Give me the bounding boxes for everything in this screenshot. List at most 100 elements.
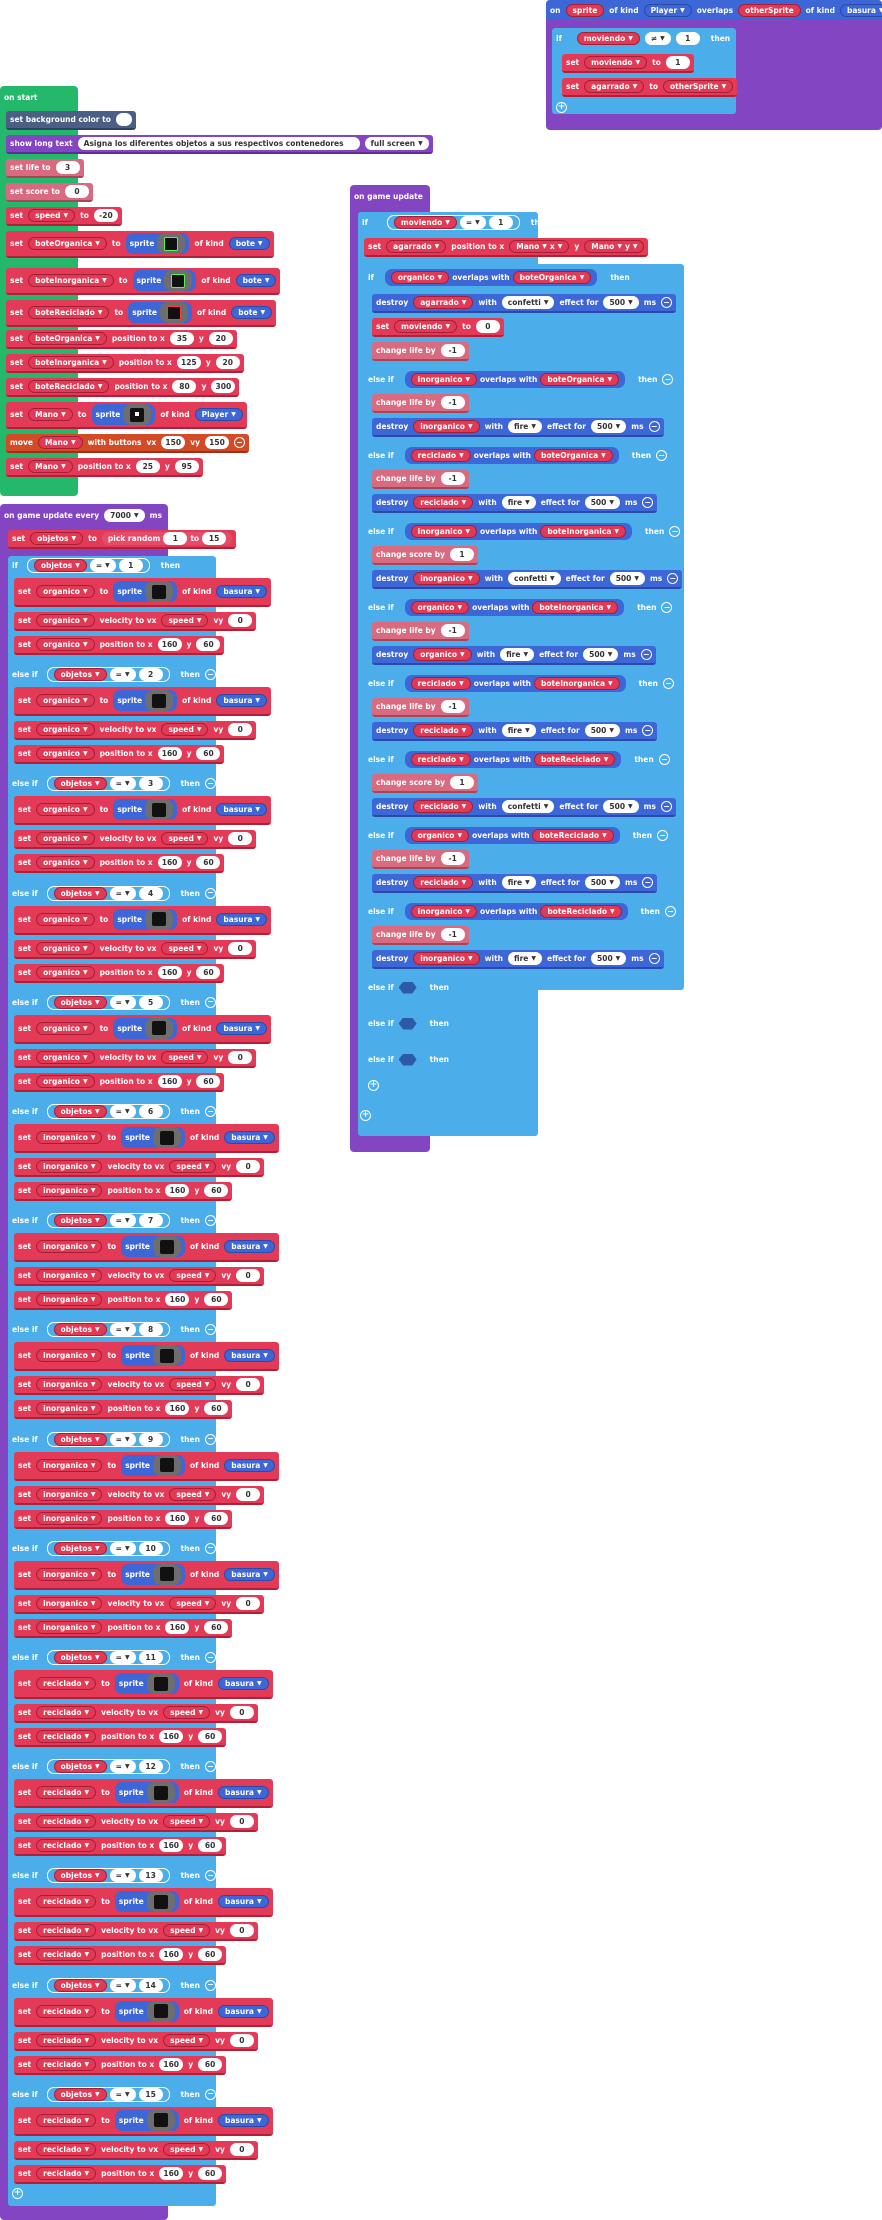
change-life-block[interactable]: change life by -1: [372, 698, 469, 717]
collapse-icon[interactable]: −: [661, 297, 673, 308]
remove-branch-icon[interactable]: −: [656, 450, 668, 461]
sprite-var[interactable]: inorganico ▼: [36, 1184, 103, 1197]
sprite-var[interactable]: inorganico ▼: [36, 1402, 103, 1416]
set-velocity-block[interactable]: set organico ▼ velocity to vx speed ▼ vy 0: [14, 939, 257, 959]
sprite-var[interactable]: inorganico ▼: [36, 1160, 103, 1173]
operator-dropdown[interactable]: = ▼: [109, 1323, 136, 1337]
remove-branch-icon[interactable]: −: [664, 906, 676, 917]
set-velocity-block[interactable]: set organico ▼ velocity to vx speed ▼ vy 0: [14, 830, 257, 850]
condition-slot[interactable]: [398, 1017, 417, 1030]
set-background-block[interactable]: set background color to: [6, 111, 136, 130]
sprite-var[interactable]: organico ▼: [36, 723, 95, 737]
number-input[interactable]: 0: [236, 1269, 261, 1283]
color-swatch[interactable]: [115, 113, 132, 126]
number-input[interactable]: 60: [204, 1511, 229, 1525]
overlap-branch-header[interactable]: else if organico ▼ overlaps with boteRecicla…: [364, 826, 672, 845]
operator-dropdown[interactable]: = ▼: [109, 1978, 136, 1992]
sprite-var[interactable]: organico ▼: [36, 585, 95, 598]
boteInorganica-var[interactable]: boteInorganica ▼: [534, 677, 620, 690]
kind-dropdown[interactable]: basura ▼: [218, 1895, 269, 1909]
remove-branch-icon[interactable]: −: [204, 1324, 216, 1336]
number-input[interactable]: 11: [138, 1651, 163, 1664]
overlap-branch-header[interactable]: if organico ▼ overlaps with boteOrganica ▼ the…: [364, 268, 634, 287]
set-position-block[interactable]: set organico ▼ position to x 160 y 60: [14, 636, 225, 655]
boteOrganica-var[interactable]: boteOrganica ▼: [540, 373, 620, 386]
number-input[interactable]: -1: [440, 928, 465, 941]
number-input[interactable]: 1: [488, 216, 513, 229]
number-input[interactable]: 60: [196, 1074, 221, 1088]
operator-dropdown[interactable]: = ▼: [109, 2087, 136, 2101]
set-sprite-block[interactable]: set reciclado ▼ to sprite of kind basura ▼: [14, 1888, 273, 1918]
sprite-creator[interactable]: sprite: [128, 302, 192, 323]
set-position-block[interactable]: set organico ▼ position to x 160 y 60: [14, 963, 225, 983]
sprite-var[interactable]: reciclado ▼: [36, 1839, 97, 1853]
moviendo-var[interactable]: moviendo ▼: [394, 320, 458, 333]
duration-dropdown[interactable]: 500 ▼: [603, 800, 639, 813]
number-input[interactable]: 125: [176, 356, 201, 369]
duration-dropdown[interactable]: 500 ▼: [584, 724, 620, 737]
branch-header[interactable]: else if objetos ▼ = ▼ 12 then −: [8, 1757, 220, 1776]
sprite-creator[interactable]: sprite: [121, 1236, 185, 1258]
operator-dropdown[interactable]: = ▼: [109, 777, 136, 791]
moviendo-var[interactable]: moviendo ▼: [584, 56, 648, 69]
number-input[interactable]: 10: [138, 1541, 163, 1555]
branch-header[interactable]: else if objetos ▼ = ▼ 6 then −: [8, 1102, 220, 1121]
sprite-creator[interactable]: sprite: [91, 404, 156, 425]
number-input[interactable]: 1: [449, 776, 474, 789]
operator-dropdown[interactable]: = ▼: [109, 1105, 136, 1118]
speed-var[interactable]: speed ▼: [163, 2033, 211, 2047]
set-sprite-block[interactable]: set organico ▼ to sprite of kind basura ▼: [14, 905, 272, 935]
condition[interactable]: objetos ▼ = ▼ 15: [46, 2086, 170, 2102]
number-input[interactable]: 7: [138, 1214, 163, 1228]
remove-branch-icon[interactable]: −: [204, 887, 216, 899]
number-input[interactable]: 3: [55, 161, 80, 174]
sprite-image[interactable]: [153, 1563, 181, 1585]
boteReciclado-var[interactable]: boteReciclado ▼: [540, 905, 622, 918]
boteInorganica-var[interactable]: boteInorganica ▼: [532, 601, 619, 614]
remove-branch-icon[interactable]: −: [204, 1870, 216, 1882]
operator-dropdown[interactable]: = ▼: [109, 1760, 136, 1774]
overlap-condition[interactable]: reciclado ▼ overlaps with boteReciclado ▼: [404, 751, 622, 768]
branch-header[interactable]: else if objetos ▼ = ▼ 3 then −: [8, 774, 220, 793]
remove-branch-icon[interactable]: −: [684, 1054, 696, 1065]
condition[interactable]: moviendo ▼ = ▼ 1: [386, 215, 520, 230]
overlap-condition[interactable]: organico ▼ overlaps with boteReciclado ▼: [404, 827, 620, 844]
sprite-var[interactable]: inorganico ▼: [36, 1458, 103, 1472]
collapse-icon[interactable]: −: [642, 497, 654, 508]
sprite-var[interactable]: reciclado ▼: [36, 2142, 97, 2156]
sprite-var[interactable]: reciclado ▼: [36, 1924, 97, 1938]
sprite-creator[interactable]: sprite: [114, 2000, 179, 2022]
set-objetos-block[interactable]: set objetos ▼ to pick random 1 to 15: [8, 530, 237, 549]
number-input[interactable]: 160: [165, 1184, 190, 1197]
number-input[interactable]: 1: [675, 32, 700, 45]
number-input[interactable]: 1: [163, 532, 188, 545]
branch-header[interactable]: else if objetos ▼ = ▼ 13 then −: [8, 1866, 220, 1885]
sprite-var[interactable]: sprite: [565, 4, 605, 17]
remove-branch-icon[interactable]: −: [658, 754, 670, 765]
number-input[interactable]: 160: [157, 747, 182, 761]
condition[interactable]: objetos ▼ = ▼ 9: [46, 1431, 170, 1447]
kind-dropdown[interactable]: Player ▼: [643, 4, 692, 17]
number-input[interactable]: 0: [229, 2142, 254, 2156]
branch-header[interactable]: else if objetos ▼ = ▼ 10 then −: [8, 1539, 220, 1558]
empty-else-if[interactable]: else if then −: [364, 1050, 699, 1069]
speed-var[interactable]: speed ▼: [163, 2142, 211, 2156]
effect-dropdown[interactable]: confetti ▼: [501, 296, 555, 309]
set-mano-block[interactable]: set Mano ▼ to sprite of kind Player ▼: [6, 402, 247, 429]
sprite-var[interactable]: reciclado ▼: [36, 2033, 97, 2047]
condition-slot[interactable]: [398, 1053, 417, 1066]
objetos-var[interactable]: objetos ▼: [53, 1214, 107, 1228]
sprite-var[interactable]: reciclado ▼: [36, 1948, 97, 1962]
duration-dropdown[interactable]: 500 ▼: [584, 876, 620, 889]
kind-dropdown[interactable]: basura ▼: [224, 1567, 275, 1581]
change-life-block[interactable]: change life by -1: [372, 342, 469, 361]
speed-var[interactable]: speed ▼: [163, 1706, 211, 1719]
branch-header[interactable]: else if objetos ▼ = ▼ 5 then −: [8, 993, 220, 1012]
boteOrganica-var[interactable]: boteOrganica ▼: [512, 271, 592, 284]
set-position-block[interactable]: set organico ▼ position to x 160 y 60: [14, 745, 225, 765]
set-velocity-block[interactable]: set inorganico ▼ velocity to vx speed ▼ vy 0: [14, 1376, 265, 1396]
overlap-condition[interactable]: inorganico ▼ overlaps with boteInorganica ▼: [404, 523, 632, 540]
objetos-var[interactable]: objetos ▼: [30, 532, 84, 545]
remove-branch-icon[interactable]: −: [204, 1542, 216, 1554]
number-input[interactable]: 0: [236, 1160, 261, 1173]
